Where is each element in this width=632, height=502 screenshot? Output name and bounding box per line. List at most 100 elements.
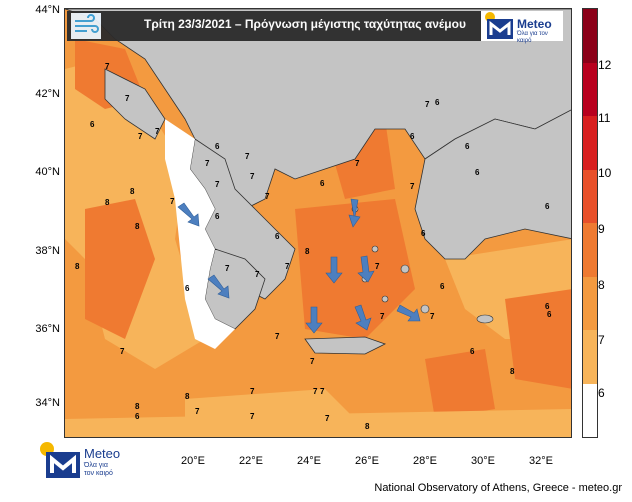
contour-label: 8	[130, 187, 135, 196]
contour-label: 6	[465, 142, 470, 151]
contour-label: 6	[185, 284, 190, 293]
credit-text: National Observatory of Athens, Greece -…	[374, 482, 622, 494]
lon-label: 32°E	[529, 455, 553, 467]
contour-label: 6	[275, 232, 280, 241]
contour-label: 8	[135, 222, 140, 231]
contour-label: 6	[421, 229, 426, 238]
wind-arrow	[357, 255, 375, 283]
contour-label: 7	[120, 347, 125, 356]
colorbar-segment	[583, 62, 597, 116]
meteo-m-icon	[46, 452, 80, 478]
contour-label: 6	[90, 120, 95, 129]
lon-label: 28°E	[413, 455, 437, 467]
wind-band-8	[85, 199, 155, 339]
contour-label: 7	[325, 414, 330, 423]
contour-label: 7	[255, 270, 260, 279]
crete	[304, 336, 387, 355]
lat-label: 34°N	[35, 397, 60, 409]
contour-label: 7	[265, 192, 270, 201]
wind-arrow	[305, 306, 323, 334]
colorbar-label: 11	[598, 111, 611, 125]
contour-label: 7	[375, 262, 380, 271]
lon-label: 22°E	[239, 455, 263, 467]
lon-label: 24°E	[297, 455, 321, 467]
colorbar-label: 7	[598, 333, 605, 347]
meteo-brand: Meteo	[517, 17, 552, 31]
contour-label: 7	[225, 264, 230, 273]
wind-band-8	[505, 289, 571, 389]
lat-label: 40°N	[35, 166, 60, 178]
contour-label: 6	[135, 412, 140, 421]
contour-label: 7	[170, 197, 175, 206]
island	[371, 245, 379, 253]
contour-label: 7	[250, 387, 255, 396]
colorbar-label: 6	[598, 386, 605, 400]
contour-label: 6	[215, 142, 220, 151]
island	[420, 304, 430, 314]
contour-label: 8	[135, 402, 140, 411]
colorbar-segment	[583, 169, 597, 223]
meteo-tagline: Όλα για τον καιρό	[84, 462, 113, 477]
lon-label: 20°E	[181, 455, 205, 467]
wind-arrow	[348, 198, 361, 228]
contour-label: 7	[195, 407, 200, 416]
anatolia-land	[414, 109, 571, 260]
meteo-tagline: Όλα για τον καιρό	[517, 31, 548, 44]
contour-label: 7	[250, 172, 255, 181]
contour-label: 7	[155, 127, 160, 136]
contour-label: 8	[185, 392, 190, 401]
colorbar	[582, 8, 598, 438]
colorbar-label: 12	[598, 58, 612, 72]
contour-label: 7	[285, 262, 290, 271]
contour-label: 7	[105, 62, 110, 71]
sun-icon	[485, 12, 495, 22]
meteo-brand: Meteo	[84, 446, 121, 461]
contour-label: 6	[547, 310, 552, 319]
contour-label: 8	[365, 422, 370, 431]
southern-band	[65, 409, 571, 437]
meteo-logo-top: Meteo Όλα για τον καιρό	[481, 11, 563, 44]
contour-label: 6	[435, 98, 440, 107]
contour-label: 7	[430, 312, 435, 321]
contour-label: 6	[320, 179, 325, 188]
lat-label: 38°N	[35, 245, 60, 257]
contour-label: 6	[475, 168, 480, 177]
contour-label: 8	[105, 198, 110, 207]
colorbar-segment	[583, 276, 597, 330]
contour-label: 7	[250, 412, 255, 421]
colorbar-label: 8	[598, 278, 605, 292]
low-wind-zone	[165, 119, 235, 349]
lat-label: 44°N	[35, 4, 60, 16]
contour-label: 8	[75, 262, 80, 271]
contour-label: 7	[275, 332, 280, 341]
lon-label: 26°E	[355, 455, 379, 467]
lat-label: 42°N	[35, 88, 60, 100]
contour-label: 7	[205, 159, 210, 168]
island	[381, 295, 389, 303]
colorbar-segment	[583, 116, 597, 170]
wind-arrow	[354, 304, 372, 331]
contour-label: 7	[425, 100, 430, 109]
contour-label: 7	[215, 180, 220, 189]
contour-label: 6	[440, 282, 445, 291]
lat-label: 36°N	[35, 323, 60, 335]
wind-arrow	[177, 202, 200, 227]
contour-label: 8	[305, 247, 310, 256]
contour-label: 6	[545, 202, 550, 211]
contour-label: 8	[510, 367, 515, 376]
contour-label: 7	[320, 387, 325, 396]
map-title: Τρίτη 23/3/2021 – Πρόγνωση μέγιστης ταχύ…	[144, 17, 466, 31]
colorbar-segment	[583, 383, 597, 437]
colorbar-segment	[583, 330, 597, 384]
island	[476, 314, 494, 324]
contour-label: 7	[380, 312, 385, 321]
title-banner: Τρίτη 23/3/2021 – Πρόγνωση μέγιστης ταχύ…	[67, 11, 543, 41]
contour-label: 6	[545, 302, 550, 311]
meteo-m-icon	[487, 19, 513, 39]
meteo-logo-bottom: Meteo Όλα για τον καιρό	[40, 440, 150, 480]
colorbar-label: 10	[598, 166, 612, 180]
contour-label: 7	[138, 132, 143, 141]
wind-arrow	[396, 304, 421, 322]
italy-heel	[104, 68, 166, 140]
